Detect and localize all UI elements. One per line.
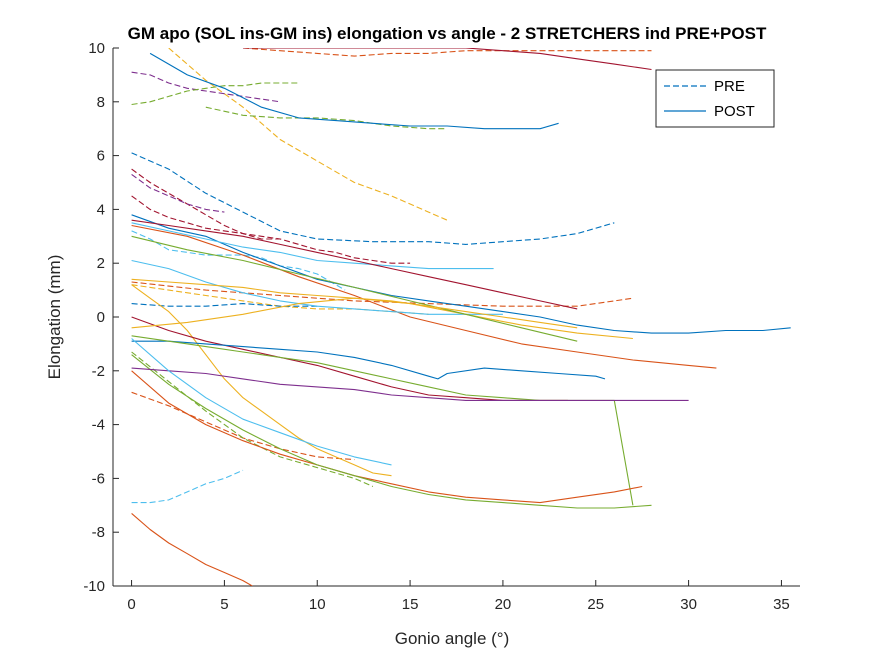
chart-title: GM apo (SOL ins-GM ins) elongation vs an… [128,24,767,43]
x-tick-label: 20 [495,596,512,613]
series-line-pre-6 [131,168,411,264]
y-tick-label: 0 [97,309,105,326]
series-line-post-28 [131,297,633,340]
series-line-post-31 [131,338,392,466]
series-line-pre-5 [131,230,346,291]
series-line-pre-4 [131,82,299,106]
series-line-pre-1 [242,48,652,57]
series-line-post-18 [131,284,392,477]
series-line-pre-15 [205,106,448,130]
series-line-post-17 [243,48,652,71]
x-tick-label: 5 [220,596,228,613]
x-tick-label: 35 [773,596,790,613]
y-tick-label: -4 [92,417,105,434]
legend-box [655,69,775,128]
series-line-pre-8 [131,284,429,315]
x-tick-label: 0 [127,596,135,613]
x-tick-label: 10 [309,596,326,613]
series-line-pre-12 [131,351,374,488]
legend-label-pre: PRE [714,78,745,95]
y-tick-label: -6 [92,470,105,487]
plot-area: 0 5 10 15 20 25 30 35 -10 -8 -6 -4 -2 0 2 4 6 8 10 [83,40,800,613]
series-line-pre-0 [131,152,615,245]
series-line-post-19 [131,214,791,334]
y-tick-label: -2 [92,363,105,380]
series-line-pre-14 [131,173,225,213]
series-line-post-30 [131,512,253,586]
series-line-post-25 [131,354,652,509]
series-line-post-33 [131,235,578,342]
y-tick-label: 8 [97,94,105,111]
series-line-post-34 [131,278,578,329]
x-tick-label: 15 [402,596,419,613]
series-line-post-32 [131,219,578,310]
series-line-post-27 [131,222,494,270]
y-tick-label: 6 [97,148,105,165]
series-line-post-26 [131,259,503,315]
series-line-post-16 [149,52,559,130]
y-tick-label: -8 [92,524,105,541]
series-line-post-20 [131,224,717,369]
y-axis-label: Elongation (mm) [45,255,64,380]
x-axis-label: Gonio angle (°) [395,629,510,648]
series-group [131,48,791,586]
series-line-pre-2 [168,48,448,221]
series-line-post-29 [131,367,689,401]
series-line-pre-13 [131,195,281,240]
series-line-pre-10 [131,469,244,504]
x-tick-label: 30 [680,596,697,613]
series-line-post-24 [131,370,643,504]
series-line-post-22 [131,340,606,380]
x-tick-label: 25 [587,596,604,613]
y-tick-label: 10 [88,40,105,57]
y-tick-label: -10 [83,578,105,595]
legend: PRE POST [655,69,775,128]
legend-label-post: POST [714,103,755,120]
y-tick-label: 2 [97,255,105,272]
y-tick-label: 4 [97,201,105,218]
series-line-pre-3 [131,71,281,103]
